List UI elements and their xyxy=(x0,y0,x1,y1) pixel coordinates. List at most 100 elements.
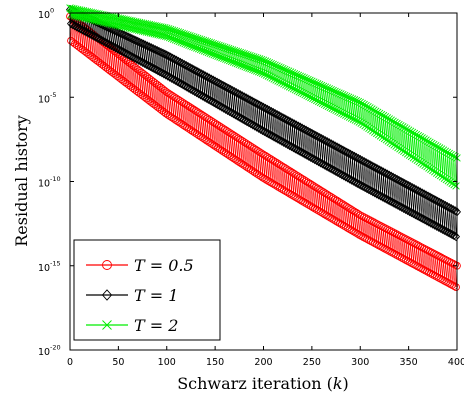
series-1-point xyxy=(198,133,207,142)
series-1-point xyxy=(276,184,284,192)
series-2-point xyxy=(248,120,257,130)
series-3-point xyxy=(349,115,358,123)
series-3-point xyxy=(429,166,437,175)
series-2-point xyxy=(145,42,154,52)
x-tick-label: 250 xyxy=(303,357,321,368)
series-1-point xyxy=(219,124,227,133)
series-1-point xyxy=(429,249,438,258)
series-2-point xyxy=(177,78,186,89)
series-2-point xyxy=(192,87,201,98)
series-1-point xyxy=(173,117,182,125)
series-2-point xyxy=(200,92,209,102)
series-2-point xyxy=(226,84,235,95)
series-2-point xyxy=(428,219,437,229)
series-2-point xyxy=(413,210,422,221)
series-3-point xyxy=(253,67,261,75)
x-tick-label: 350 xyxy=(400,357,418,368)
series-2-point xyxy=(113,44,122,54)
series-2-point xyxy=(378,192,387,202)
series-2-point xyxy=(314,156,323,167)
series-1-point xyxy=(287,190,296,199)
series-3-point xyxy=(384,137,393,145)
legend-entry: T = 2 xyxy=(86,316,178,335)
series-1-point xyxy=(231,155,240,164)
series-2-point xyxy=(94,33,103,43)
series-1-point xyxy=(379,223,388,232)
series-2-point xyxy=(169,74,178,84)
series-2-point xyxy=(215,101,224,111)
series-2-point xyxy=(156,47,165,58)
series-1-point xyxy=(436,274,445,283)
x-tick-label: 50 xyxy=(112,357,124,368)
series-2-point xyxy=(234,89,243,99)
series-2-point xyxy=(339,171,348,181)
series-1-point xyxy=(389,228,397,237)
series-1-point xyxy=(439,254,448,263)
series-1-point xyxy=(338,220,346,229)
series-3-point xyxy=(265,58,274,67)
series-2-point xyxy=(350,151,359,162)
series-2-point xyxy=(182,60,191,71)
series-1-point xyxy=(162,88,171,97)
series-2-point xyxy=(375,165,384,175)
series-1-point xyxy=(335,198,343,206)
x-tick-label: 150 xyxy=(206,357,224,368)
series-2-point xyxy=(148,62,157,73)
series-1-point xyxy=(203,114,212,123)
series-2-point xyxy=(194,88,203,99)
series-3-point xyxy=(312,96,321,105)
series-3-point xyxy=(449,151,457,160)
series-2-point xyxy=(114,27,123,38)
series-2-point xyxy=(298,123,307,133)
series-1-point xyxy=(312,205,321,214)
series-1-point xyxy=(262,175,271,184)
series-3-point xyxy=(371,128,379,136)
series-2-point xyxy=(244,117,253,128)
series-1-point xyxy=(234,134,243,143)
series-3-point xyxy=(187,42,195,50)
series-3-point xyxy=(431,168,439,176)
series-2-point xyxy=(236,90,245,100)
series-2-point xyxy=(189,65,198,75)
series-3-point xyxy=(231,59,240,67)
series-2-point xyxy=(307,128,316,139)
series-2-point xyxy=(364,184,373,195)
series-3-point xyxy=(258,69,267,78)
series-2-point xyxy=(444,227,453,238)
series-1-point xyxy=(427,248,436,257)
series-2-point xyxy=(136,56,145,66)
series-2-point xyxy=(225,106,234,117)
series-2-point xyxy=(146,61,155,72)
series-1-point xyxy=(242,139,250,148)
series-1-point xyxy=(180,99,189,108)
series-1-point xyxy=(277,161,285,170)
series-2-point xyxy=(374,190,383,200)
series-1-point xyxy=(320,210,329,219)
series-3-point xyxy=(167,34,176,43)
series-1-point xyxy=(186,103,194,112)
series-2-point xyxy=(265,105,274,116)
series-2-point xyxy=(334,167,342,178)
svg-text:10: 10 xyxy=(38,263,50,274)
series-1-point xyxy=(324,212,333,221)
series-3-point xyxy=(237,61,245,69)
series-3-point xyxy=(441,147,450,155)
series-2-point xyxy=(135,37,144,48)
series-1-point xyxy=(219,148,228,156)
series-1-point xyxy=(245,164,253,173)
series-2-point xyxy=(376,191,385,201)
series-2-point xyxy=(368,186,377,197)
series-3-point xyxy=(162,32,170,41)
series-3-point xyxy=(444,177,453,185)
series-3-point xyxy=(264,72,273,80)
series-3-point xyxy=(381,113,390,121)
series-2-point xyxy=(337,169,346,180)
series-1-point xyxy=(327,193,336,201)
series-2-point xyxy=(97,35,106,46)
series-1-point xyxy=(375,221,384,230)
svg-text:10: 10 xyxy=(38,10,50,21)
series-1-point xyxy=(290,170,299,178)
series-2-point xyxy=(121,48,130,58)
series-3-point xyxy=(339,91,347,99)
series-1-point xyxy=(181,122,189,131)
